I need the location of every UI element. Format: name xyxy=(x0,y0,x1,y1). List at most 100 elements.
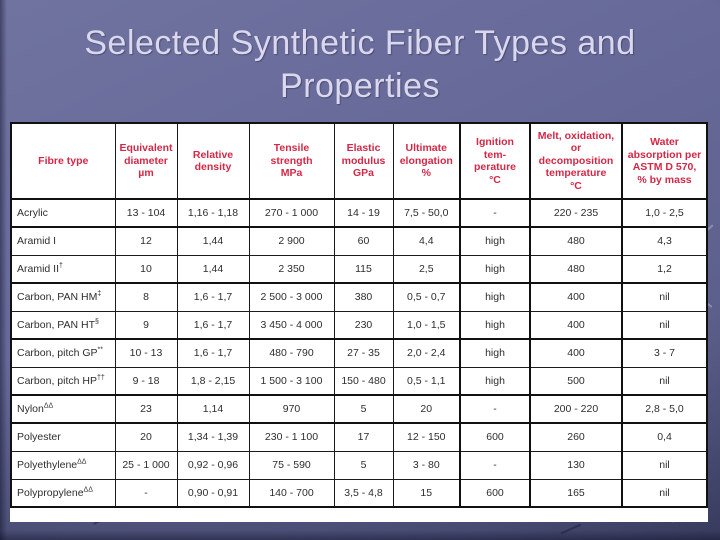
edge-shading xyxy=(0,0,7,540)
fibre-type-label: Aramid II xyxy=(17,262,60,275)
table-row: Carbon, pitch HP†† 9 - 18 1,8 - 2,15 1 500 … xyxy=(10,366,708,396)
table-row: PolyethyleneΔΔ 25 - 1 000 0,92 - 0,96 75 - … xyxy=(10,450,708,480)
fibre-type-label: Nylon xyxy=(17,403,44,415)
value-cell: 130 xyxy=(529,450,623,480)
value-cell: 12 xyxy=(114,226,178,256)
value-cell: - xyxy=(459,198,531,228)
value-cell: high xyxy=(459,254,531,284)
header-fibre-type: Fibre type xyxy=(10,122,116,200)
fiber-properties-table-image: Fibre type Equivalent diameter µm Relati… xyxy=(10,122,708,522)
fibre-footnote-mark: ΔΔ xyxy=(43,402,54,410)
table-header-row: Fibre type Equivalent diameter µm Relati… xyxy=(10,122,708,200)
value-cell: 115 xyxy=(333,254,394,284)
header-relative-density: Relative density xyxy=(176,122,250,200)
value-cell: 60 xyxy=(333,226,394,256)
value-cell: 600 xyxy=(459,478,531,508)
value-cell: 15 xyxy=(392,478,461,508)
value-cell: 260 xyxy=(529,422,623,452)
value-cell: 12 - 150 xyxy=(392,422,461,452)
value-cell: 1,44 xyxy=(176,254,250,284)
value-cell: high xyxy=(459,310,531,340)
fibre-type-label: Carbon, pitch GP xyxy=(17,347,98,360)
fibre-type-cell: Carbon, pitch HP†† xyxy=(10,366,116,396)
table-row: PolypropyleneΔΔ -0,90 - 0,91 140 - 700 3,5 … xyxy=(10,478,708,508)
value-cell: 3 - 80 xyxy=(392,450,461,480)
fibre-type-cell: Aramid I xyxy=(10,226,116,256)
value-cell: 150 - 480 xyxy=(333,366,394,396)
fibre-type-cell: NylonΔΔ xyxy=(10,394,116,424)
table-row: Carbon, pitch GP** 10 - 13 1,6 - 1,7 480 - … xyxy=(10,338,708,368)
header-ultimate-elongation: Ultimate elongation % xyxy=(392,122,461,200)
value-cell: 20 xyxy=(114,422,178,452)
value-cell: nil xyxy=(621,450,708,480)
value-cell: 20 xyxy=(392,394,461,424)
value-cell: - xyxy=(459,394,531,424)
value-cell: 5 xyxy=(333,450,394,480)
value-cell: 2 500 - 3 000 xyxy=(248,282,335,312)
value-cell: 2,8 - 5,0 xyxy=(621,394,708,424)
table-body: Acrylic 13 - 104 1,16 - 1,18 270 - 1 000 14 … xyxy=(10,198,708,508)
value-cell: 1,16 - 1,18 xyxy=(176,198,250,228)
fibre-type-label: Polyester xyxy=(17,431,61,444)
header-ignition-temperature: Ignition tem- perature °C xyxy=(459,122,531,200)
fibre-type-label: Carbon, PAN HM xyxy=(17,291,98,304)
value-cell: 400 xyxy=(529,310,623,340)
fibre-footnote-mark: § xyxy=(95,318,99,326)
value-cell: 970 xyxy=(248,394,335,424)
value-cell: 1,34 - 1,39 xyxy=(176,422,250,452)
value-cell: 1,2 xyxy=(621,254,708,284)
value-cell: 14 - 19 xyxy=(333,198,394,228)
value-cell: 2 350 xyxy=(248,254,335,284)
header-equivalent-diameter: Equivalent diameter µm xyxy=(114,122,178,200)
value-cell: 3 450 - 4 000 xyxy=(248,310,335,340)
value-cell: 230 xyxy=(333,310,394,340)
edge-shading xyxy=(0,530,720,540)
value-cell: 140 - 700 xyxy=(248,478,335,508)
fibre-type-label: Aramid I xyxy=(17,235,57,248)
header-water-absorption: Water absorption per ASTM D 570, % by ma… xyxy=(621,122,708,200)
fibre-footnote-mark: ** xyxy=(97,346,103,354)
value-cell: 4,3 xyxy=(621,226,708,256)
value-cell: 1,8 - 2,15 xyxy=(176,366,250,396)
value-cell: nil xyxy=(621,310,708,340)
table-row: Carbon, PAN HM‡ 8 1,6 - 1,7 2 500 - 3 000 38… xyxy=(10,282,708,312)
fibre-type-cell: Carbon, pitch GP** xyxy=(10,338,116,368)
value-cell: 200 - 220 xyxy=(529,394,623,424)
value-cell: 0,4 xyxy=(621,422,708,452)
value-cell: 2,5 xyxy=(392,254,461,284)
value-cell: nil xyxy=(621,478,708,508)
value-cell: 10 xyxy=(114,254,178,284)
value-cell: 25 - 1 000 xyxy=(114,450,178,480)
fibre-type-label: Carbon, PAN HT xyxy=(17,318,95,331)
fibre-footnote-mark: † xyxy=(59,262,63,270)
fibre-type-label: Acrylic xyxy=(17,207,48,219)
value-cell: 1,6 - 1,7 xyxy=(176,310,250,340)
value-cell: 400 xyxy=(529,338,623,368)
value-cell: nil xyxy=(621,282,708,312)
value-cell: 1,0 - 2,5 xyxy=(621,198,708,228)
value-cell: 380 xyxy=(333,282,394,312)
value-cell: 165 xyxy=(529,478,623,508)
table-row: NylonΔΔ 23 1,14 970 5 20-200 - 220 2,8 - 5,0 xyxy=(10,394,708,424)
value-cell: 1,14 xyxy=(176,394,250,424)
value-cell: 1,6 - 1,7 xyxy=(176,338,250,368)
value-cell: 500 xyxy=(529,366,623,396)
value-cell: 3 - 7 xyxy=(621,338,708,368)
value-cell: 5 xyxy=(333,394,394,424)
value-cell: 10 - 13 xyxy=(114,338,178,368)
value-cell: 600 xyxy=(459,422,531,452)
fibre-type-cell: Carbon, PAN HM‡ xyxy=(10,282,116,312)
value-cell: 400 xyxy=(529,282,623,312)
value-cell: 1,6 - 1,7 xyxy=(176,282,250,312)
fibre-type-cell: Aramid II† xyxy=(10,254,116,284)
value-cell: 0,90 - 0,91 xyxy=(176,478,250,508)
table-row: Aramid I 12 1,44 2 900 60 4,4 high 480 4,3 xyxy=(10,226,708,256)
value-cell: high xyxy=(459,226,531,256)
value-cell: nil xyxy=(621,366,708,396)
value-cell: high xyxy=(459,282,531,312)
table-row: Acrylic 13 - 104 1,16 - 1,18 270 - 1 000 14 … xyxy=(10,198,708,228)
table-row: Carbon, PAN HT§ 9 1,6 - 1,7 3 450 - 4 000 23… xyxy=(10,310,708,340)
fibre-type-cell: Carbon, PAN HT§ xyxy=(10,310,116,340)
fibre-type-label: Polypropylene xyxy=(17,486,84,499)
